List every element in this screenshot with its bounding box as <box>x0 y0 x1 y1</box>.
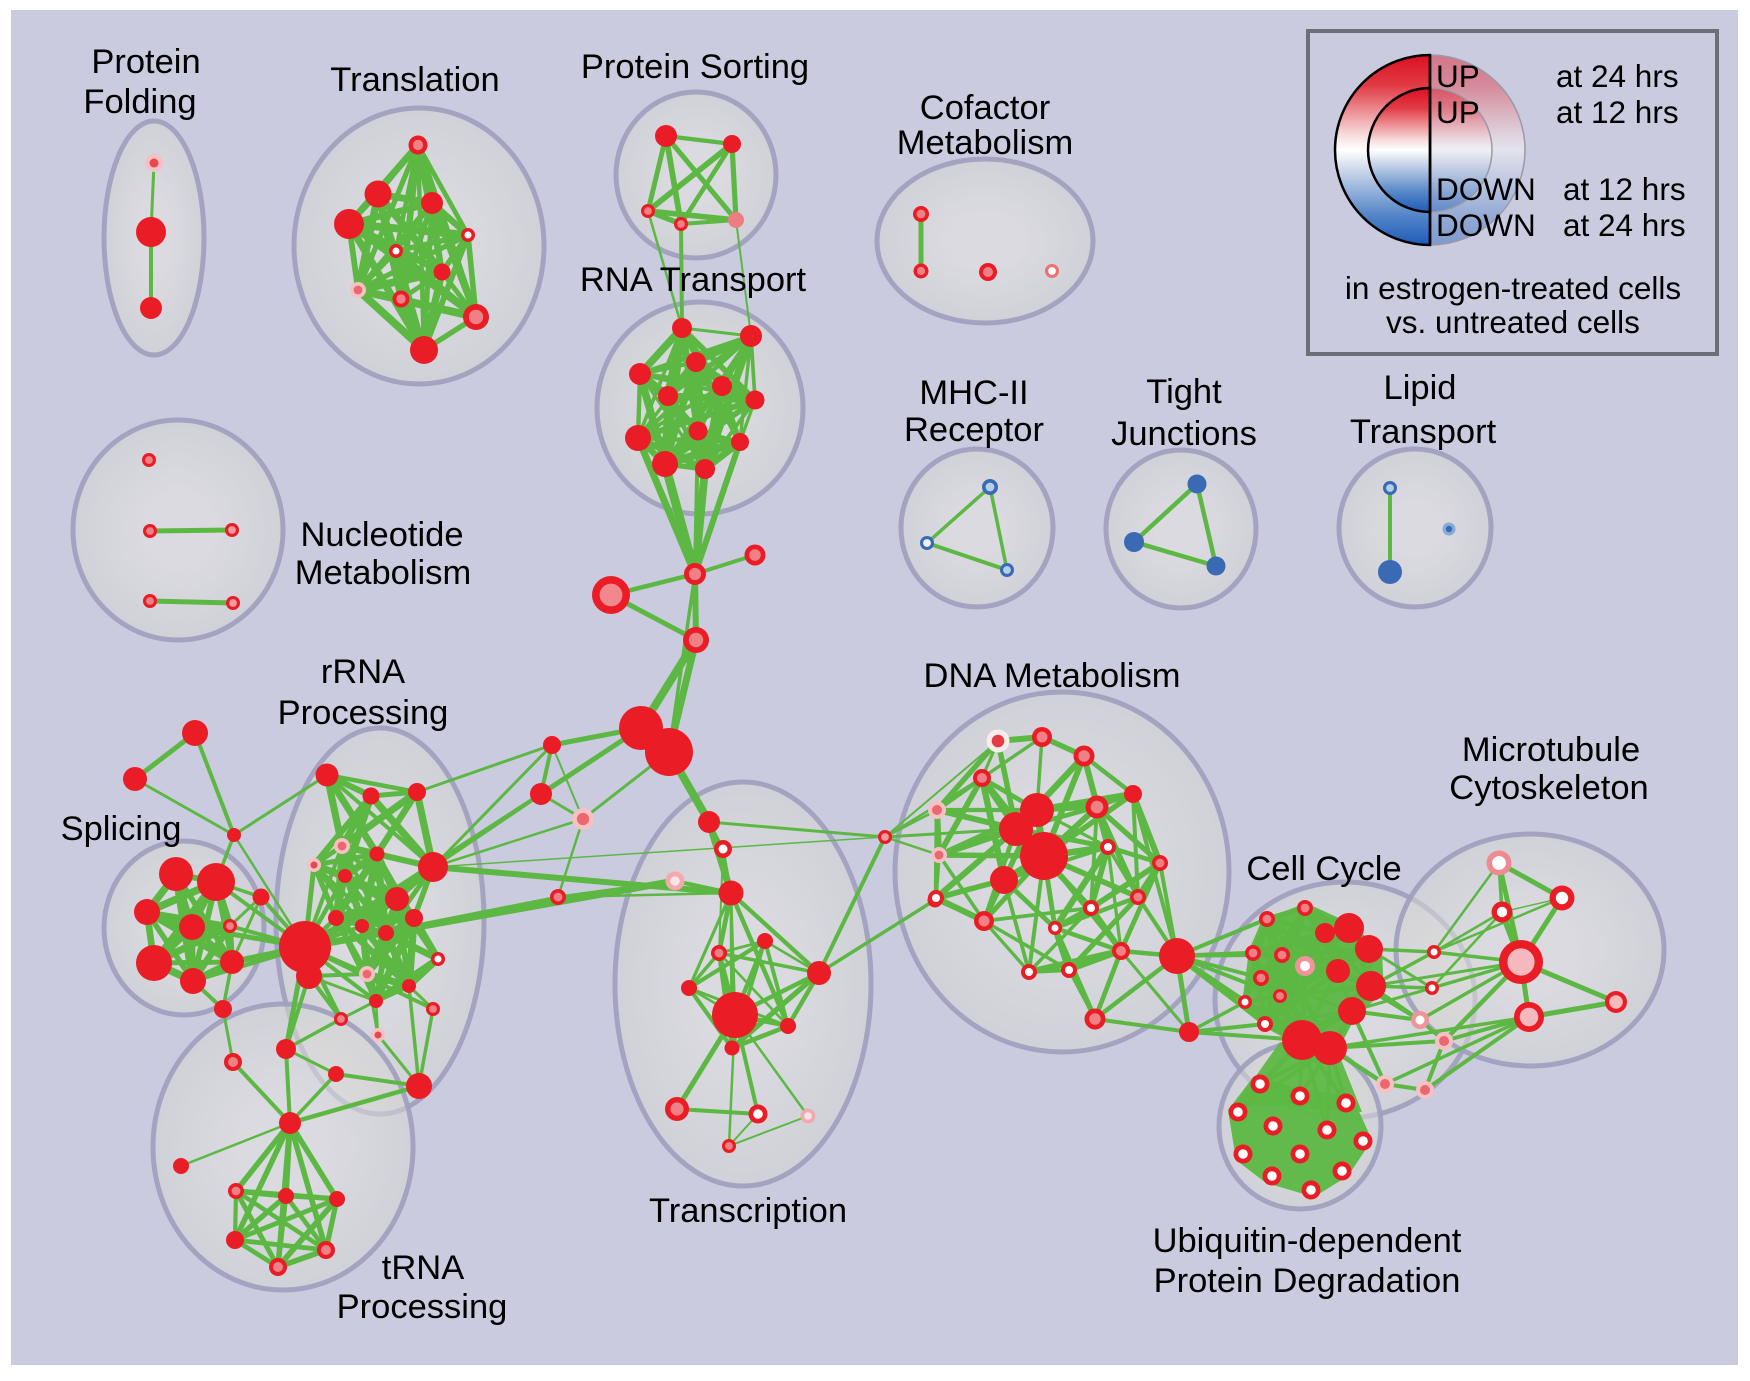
svg-text:Cofactor: Cofactor <box>920 89 1050 127</box>
svg-text:Ubiquitin-dependent: Ubiquitin-dependent <box>1153 1222 1462 1260</box>
svg-text:at 24 hrs: at 24 hrs <box>1556 58 1679 94</box>
svg-text:Protein Degradation: Protein Degradation <box>1154 1262 1461 1300</box>
svg-text:Transcription: Transcription <box>649 1192 847 1230</box>
svg-text:tRNA: tRNA <box>382 1249 464 1287</box>
svg-text:Lipid: Lipid <box>1384 369 1457 407</box>
svg-text:Nucleotide: Nucleotide <box>300 516 463 554</box>
svg-text:Processing: Processing <box>278 694 449 732</box>
svg-text:Translation: Translation <box>330 61 499 99</box>
svg-text:DNA Metabolism: DNA Metabolism <box>924 657 1181 695</box>
svg-text:Tight: Tight <box>1146 373 1222 411</box>
svg-text:vs. untreated cells: vs. untreated cells <box>1386 304 1640 340</box>
svg-text:at 24 hrs: at 24 hrs <box>1563 207 1686 243</box>
svg-text:DOWN: DOWN <box>1436 207 1536 243</box>
svg-text:at 12 hrs: at 12 hrs <box>1556 94 1679 130</box>
svg-text:DOWN: DOWN <box>1436 171 1536 207</box>
svg-text:Cell Cycle: Cell Cycle <box>1246 850 1401 888</box>
svg-text:Folding: Folding <box>83 83 196 121</box>
svg-text:Transport: Transport <box>1350 413 1497 451</box>
svg-text:Metabolism: Metabolism <box>897 124 1073 162</box>
svg-text:Metabolism: Metabolism <box>295 554 471 592</box>
svg-text:Receptor: Receptor <box>904 411 1044 449</box>
svg-text:Processing: Processing <box>337 1288 508 1326</box>
svg-text:RNA Transport: RNA Transport <box>580 261 807 299</box>
svg-text:Protein: Protein <box>91 43 200 81</box>
svg-text:at 12 hrs: at 12 hrs <box>1563 171 1686 207</box>
svg-text:Splicing: Splicing <box>61 810 182 848</box>
svg-text:Protein Sorting: Protein Sorting <box>581 48 809 86</box>
svg-text:Microtubule: Microtubule <box>1462 731 1640 769</box>
svg-text:UP: UP <box>1436 94 1480 130</box>
svg-text:Junctions: Junctions <box>1111 415 1257 453</box>
svg-text:UP: UP <box>1436 58 1480 94</box>
svg-text:MHC-II: MHC-II <box>919 374 1028 412</box>
svg-text:Cytoskeleton: Cytoskeleton <box>1449 769 1648 807</box>
svg-text:in estrogen-treated cells: in estrogen-treated cells <box>1345 270 1681 306</box>
svg-text:rRNA: rRNA <box>321 653 405 691</box>
